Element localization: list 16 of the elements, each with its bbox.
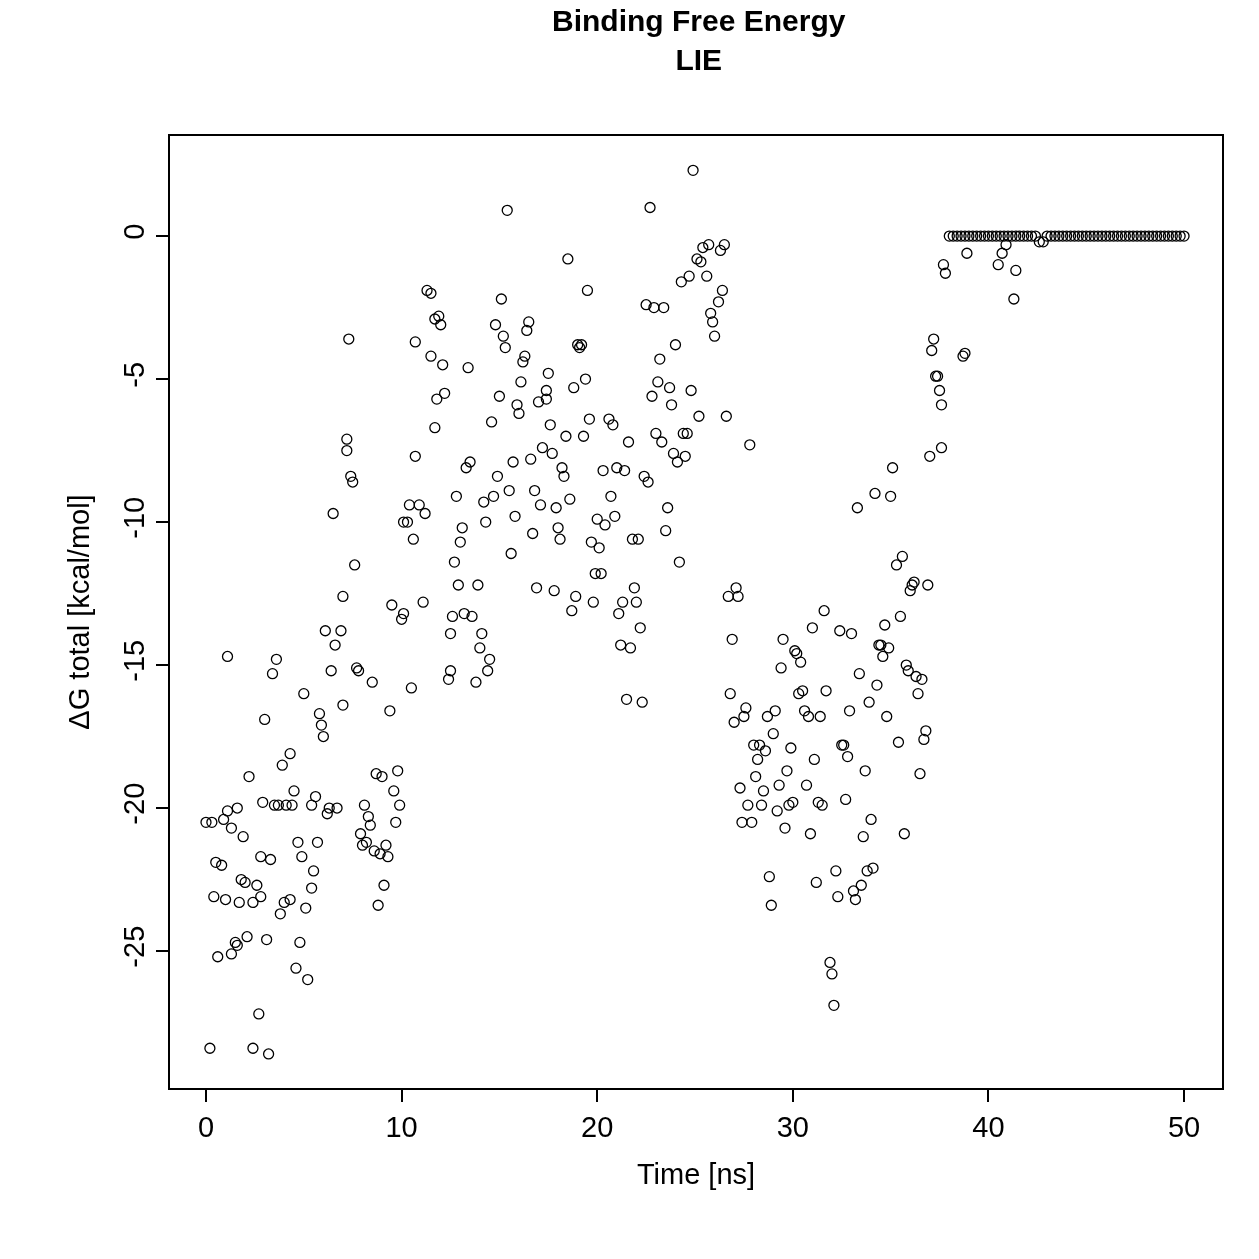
x-axis-title: Time [ns] [636,1158,756,1191]
y-axis-title: ΔG total [kcal/mol] [63,494,96,730]
chart-title: Binding Free Energy [552,4,846,38]
y-tick-label: -20 [118,782,151,825]
x-tick-label: 20 [581,1110,614,1143]
x-tick-label: 50 [1167,1110,1201,1143]
x-tick-label: 40 [972,1110,1005,1143]
y-tick-label: 0 [118,223,151,240]
y-tick-label: -10 [118,496,151,539]
chart-subtitle: LIE [675,43,723,77]
y-tick-label: -5 [118,361,151,388]
x-tick-label: 10 [385,1110,418,1143]
y-tick-label: -15 [118,639,151,682]
x-tick-label: 30 [776,1110,809,1143]
x-tick-label: 0 [197,1110,215,1143]
y-tick-label: -25 [118,925,151,968]
